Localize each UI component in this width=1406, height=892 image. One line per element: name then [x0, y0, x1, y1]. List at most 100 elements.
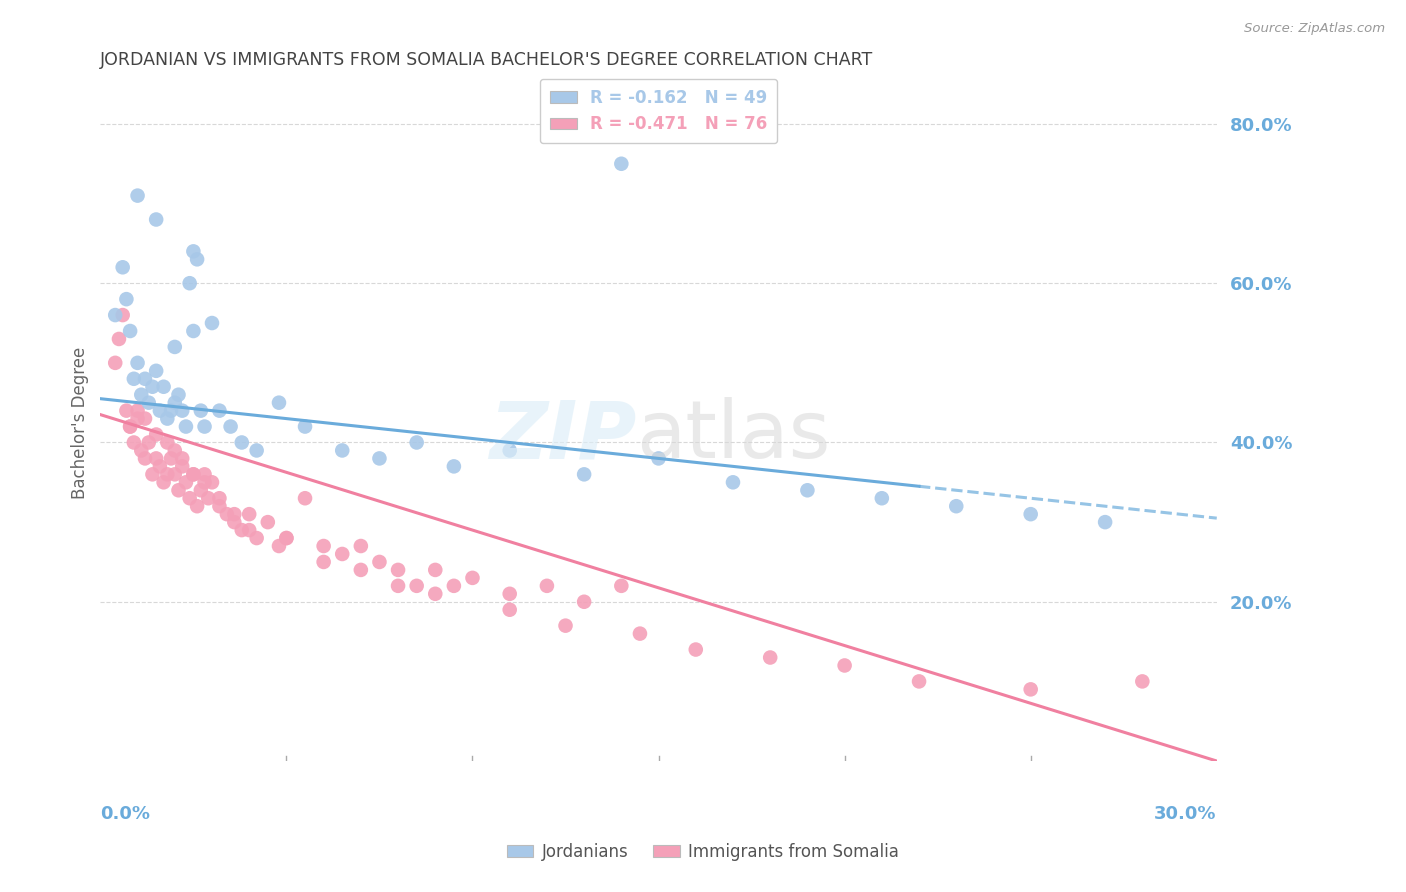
Point — [174, 475, 197, 490]
Point — [156, 467, 179, 482]
Point — [499, 443, 522, 458]
Point — [215, 507, 238, 521]
Point — [759, 650, 782, 665]
Point — [554, 618, 576, 632]
Point — [330, 547, 353, 561]
Point — [238, 523, 260, 537]
Point — [127, 356, 149, 370]
Point — [134, 451, 156, 466]
Point — [834, 658, 856, 673]
Point — [186, 499, 208, 513]
Point — [350, 563, 373, 577]
Point — [1019, 682, 1042, 697]
Point — [129, 443, 152, 458]
Point — [461, 571, 484, 585]
Point — [945, 499, 967, 513]
Point — [499, 587, 522, 601]
Point — [405, 579, 427, 593]
Point — [312, 539, 335, 553]
Point — [685, 642, 707, 657]
Point — [387, 579, 409, 593]
Point — [193, 475, 215, 490]
Point — [1019, 507, 1042, 521]
Point — [536, 579, 558, 593]
Point — [294, 419, 316, 434]
Point — [190, 483, 212, 498]
Point — [149, 403, 172, 417]
Point — [145, 364, 167, 378]
Point — [610, 579, 633, 593]
Point — [127, 188, 149, 202]
Point — [183, 467, 205, 482]
Point — [129, 387, 152, 401]
Y-axis label: Bachelor's Degree: Bachelor's Degree — [72, 346, 89, 499]
Point — [405, 435, 427, 450]
Point — [167, 387, 190, 401]
Point — [294, 491, 316, 506]
Point — [368, 555, 391, 569]
Point — [572, 467, 595, 482]
Point — [186, 252, 208, 267]
Point — [104, 308, 127, 322]
Point — [122, 435, 145, 450]
Point — [330, 443, 353, 458]
Point — [149, 459, 172, 474]
Point — [246, 443, 269, 458]
Text: Source: ZipAtlas.com: Source: ZipAtlas.com — [1244, 22, 1385, 36]
Point — [122, 372, 145, 386]
Point — [721, 475, 744, 490]
Point — [425, 563, 447, 577]
Point — [183, 467, 205, 482]
Point — [387, 563, 409, 577]
Point — [276, 531, 298, 545]
Text: JORDANIAN VS IMMIGRANTS FROM SOMALIA BACHELOR'S DEGREE CORRELATION CHART: JORDANIAN VS IMMIGRANTS FROM SOMALIA BAC… — [100, 51, 873, 69]
Point — [127, 411, 149, 425]
Point — [111, 260, 134, 275]
Point — [201, 475, 224, 490]
Point — [179, 491, 201, 506]
Legend: Jordanians, Immigrants from Somalia: Jordanians, Immigrants from Somalia — [501, 837, 905, 868]
Point — [276, 531, 298, 545]
Point — [443, 579, 465, 593]
Point — [108, 332, 131, 346]
Point — [1094, 515, 1116, 529]
Point — [231, 435, 253, 450]
Point — [141, 467, 163, 482]
Point — [208, 499, 231, 513]
Text: ZIP: ZIP — [489, 397, 637, 475]
Point — [443, 459, 465, 474]
Point — [163, 443, 186, 458]
Point — [208, 403, 231, 417]
Point — [350, 539, 373, 553]
Point — [499, 603, 522, 617]
Point — [193, 467, 215, 482]
Point — [224, 507, 246, 521]
Point — [197, 491, 219, 506]
Point — [267, 539, 290, 553]
Point — [425, 587, 447, 601]
Point — [134, 411, 156, 425]
Point — [134, 372, 156, 386]
Point — [127, 403, 149, 417]
Point — [246, 531, 269, 545]
Text: 30.0%: 30.0% — [1154, 805, 1216, 822]
Point — [145, 427, 167, 442]
Point — [172, 451, 194, 466]
Point — [183, 244, 205, 259]
Point — [163, 467, 186, 482]
Point — [179, 277, 201, 291]
Point — [796, 483, 818, 498]
Point — [120, 419, 142, 434]
Point — [572, 595, 595, 609]
Point — [163, 395, 186, 409]
Point — [120, 324, 142, 338]
Point — [201, 316, 224, 330]
Point — [115, 403, 138, 417]
Point — [141, 380, 163, 394]
Point — [908, 674, 931, 689]
Point — [115, 292, 138, 306]
Point — [156, 435, 179, 450]
Point — [172, 459, 194, 474]
Point — [160, 451, 183, 466]
Point — [312, 555, 335, 569]
